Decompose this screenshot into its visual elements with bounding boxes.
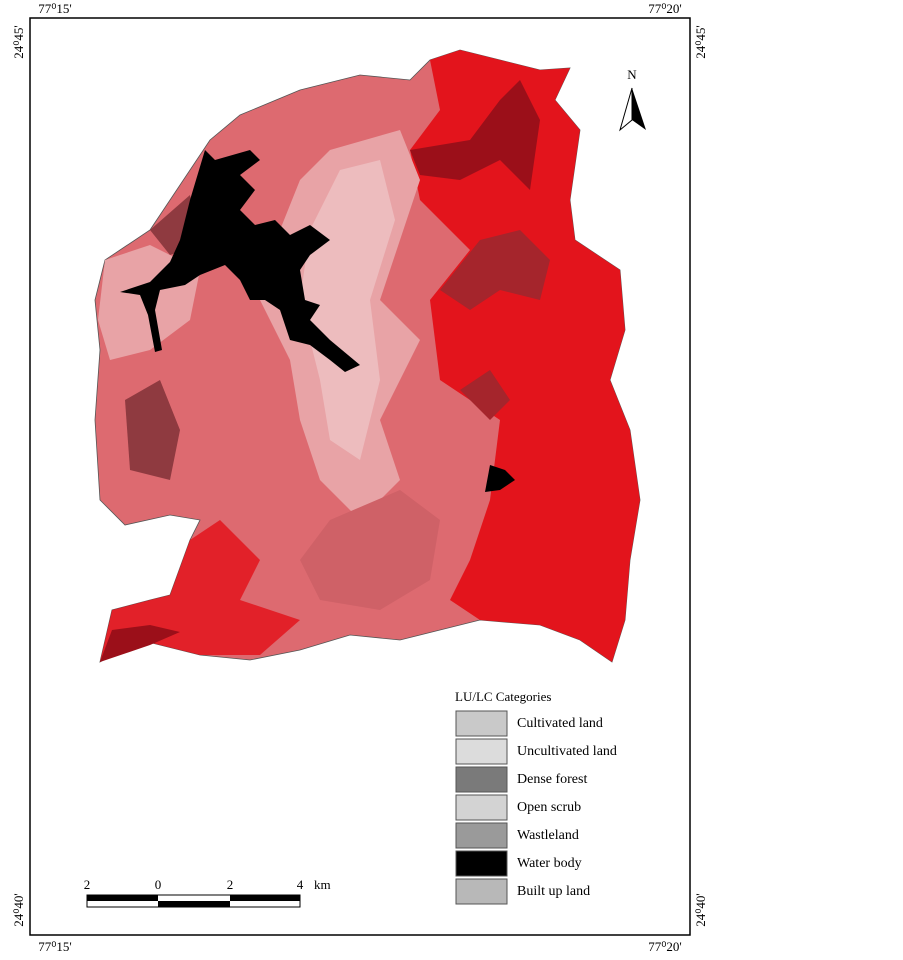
legend-label: Wastleland: [517, 828, 579, 843]
coord-label: 77⁰15': [38, 1, 72, 16]
legend-label: Cultivated land: [517, 716, 603, 731]
legend-swatch: [455, 794, 508, 821]
scale-segment: [87, 895, 158, 901]
legend-label: Dense forest: [517, 772, 587, 787]
region-mid: [300, 490, 440, 610]
scale-label: 2: [227, 877, 234, 892]
coord-label: 24⁰40': [693, 893, 708, 927]
legend-swatch: [455, 710, 508, 737]
north-label: N: [627, 67, 637, 82]
scale-labels: 2 0 2 4 km: [84, 877, 331, 892]
coord-label: 24⁰45': [693, 25, 708, 59]
scale-label: 2: [84, 877, 91, 892]
region-pale: [300, 160, 395, 460]
scale-label: 0: [155, 877, 162, 892]
map-area: [94, 49, 641, 663]
legend: Cultivated land Uncultivated land Dense fo…: [455, 710, 617, 905]
scale-unit: km: [314, 877, 331, 892]
coord-label: 77⁰20': [648, 939, 682, 954]
legend-label: Open scrub: [517, 800, 581, 815]
region-dark-6: [100, 625, 180, 662]
north-arrow-left: [619, 87, 633, 132]
legend-swatch: [455, 878, 508, 905]
map-frame: [29, 17, 691, 936]
water-body: [120, 150, 360, 372]
water-body-small: [485, 465, 515, 492]
legend-swatch: [455, 766, 508, 793]
region-dark-2: [440, 230, 550, 310]
coord-label: 77⁰20': [648, 1, 682, 16]
legend-swatch: [455, 850, 508, 877]
region-dark-1: [410, 80, 540, 190]
coord-label: 77⁰15': [38, 939, 72, 954]
scale-segment: [158, 901, 230, 907]
scale-label: 4: [297, 877, 304, 892]
coord-label: 24⁰45': [11, 25, 26, 59]
region-dark-4: [125, 380, 180, 480]
legend-label: Built up land: [517, 884, 590, 899]
scale-bar: [86, 894, 301, 908]
coord-label: 24⁰40': [11, 893, 26, 927]
legend-label: Uncultivated land: [517, 744, 617, 759]
region-red: [410, 50, 640, 662]
legend-label: Water body: [517, 856, 582, 871]
north-arrow: N: [619, 67, 646, 132]
region-dark-3: [460, 370, 510, 420]
scale-segment: [230, 895, 300, 901]
legend-swatch: [455, 822, 508, 849]
legend-swatch: [455, 738, 508, 765]
north-arrow-right: [632, 88, 646, 130]
legend-title: LU/LC Categories: [455, 689, 551, 704]
